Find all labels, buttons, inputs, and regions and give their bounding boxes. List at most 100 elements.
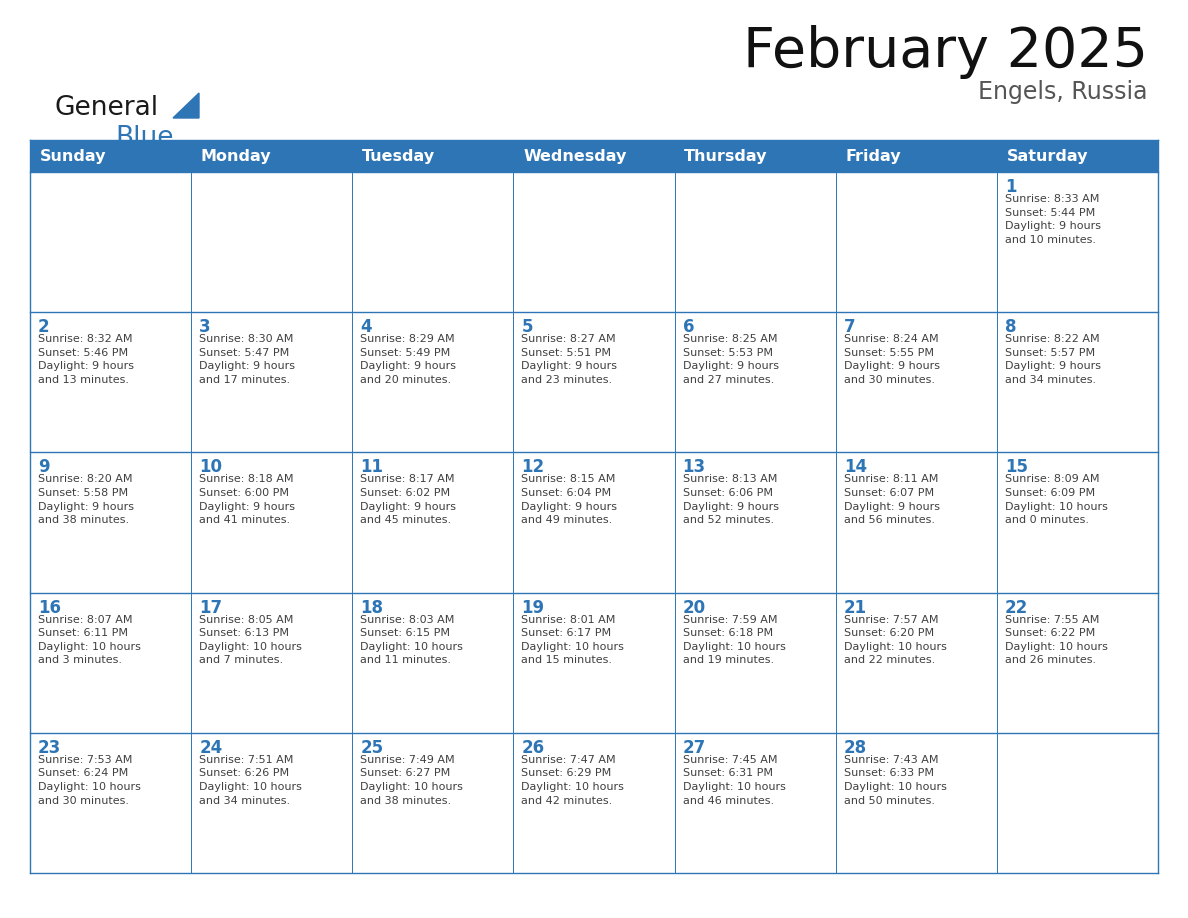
Bar bbox=[513, 172, 675, 312]
Text: Saturday: Saturday bbox=[1006, 149, 1088, 163]
Bar bbox=[675, 140, 835, 172]
Text: Friday: Friday bbox=[846, 149, 901, 163]
Text: Sunrise: 8:29 AM
Sunset: 5:49 PM
Daylight: 9 hours
and 20 minutes.: Sunrise: 8:29 AM Sunset: 5:49 PM Dayligh… bbox=[360, 334, 456, 385]
Text: Sunrise: 8:11 AM
Sunset: 6:07 PM
Daylight: 9 hours
and 56 minutes.: Sunrise: 8:11 AM Sunset: 6:07 PM Dayligh… bbox=[843, 475, 940, 525]
Bar bbox=[675, 312, 835, 453]
Text: Sunrise: 8:32 AM
Sunset: 5:46 PM
Daylight: 9 hours
and 13 minutes.: Sunrise: 8:32 AM Sunset: 5:46 PM Dayligh… bbox=[38, 334, 134, 385]
Text: February 2025: February 2025 bbox=[742, 25, 1148, 79]
Text: 19: 19 bbox=[522, 599, 544, 617]
Text: 27: 27 bbox=[683, 739, 706, 756]
Bar bbox=[835, 312, 997, 453]
Text: 22: 22 bbox=[1005, 599, 1028, 617]
Text: 1: 1 bbox=[1005, 178, 1017, 196]
Bar bbox=[353, 312, 513, 453]
Bar bbox=[30, 140, 191, 172]
Bar bbox=[513, 593, 675, 733]
Bar bbox=[353, 453, 513, 593]
Text: 15: 15 bbox=[1005, 458, 1028, 476]
Text: Sunrise: 7:59 AM
Sunset: 6:18 PM
Daylight: 10 hours
and 19 minutes.: Sunrise: 7:59 AM Sunset: 6:18 PM Dayligh… bbox=[683, 614, 785, 666]
Text: 9: 9 bbox=[38, 458, 50, 476]
Bar bbox=[30, 733, 191, 873]
Text: Sunrise: 7:43 AM
Sunset: 6:33 PM
Daylight: 10 hours
and 50 minutes.: Sunrise: 7:43 AM Sunset: 6:33 PM Dayligh… bbox=[843, 755, 947, 806]
Bar bbox=[513, 733, 675, 873]
Bar bbox=[30, 453, 191, 593]
Bar bbox=[513, 453, 675, 593]
Bar bbox=[191, 172, 353, 312]
Text: Sunrise: 8:18 AM
Sunset: 6:00 PM
Daylight: 9 hours
and 41 minutes.: Sunrise: 8:18 AM Sunset: 6:00 PM Dayligh… bbox=[200, 475, 295, 525]
Bar bbox=[835, 140, 997, 172]
Bar bbox=[997, 312, 1158, 453]
Text: 13: 13 bbox=[683, 458, 706, 476]
Bar bbox=[513, 140, 675, 172]
Text: Monday: Monday bbox=[201, 149, 271, 163]
Bar bbox=[353, 172, 513, 312]
Text: 24: 24 bbox=[200, 739, 222, 756]
Text: Sunrise: 8:01 AM
Sunset: 6:17 PM
Daylight: 10 hours
and 15 minutes.: Sunrise: 8:01 AM Sunset: 6:17 PM Dayligh… bbox=[522, 614, 625, 666]
Text: 23: 23 bbox=[38, 739, 62, 756]
Bar bbox=[513, 312, 675, 453]
Bar bbox=[191, 733, 353, 873]
Text: Sunrise: 7:47 AM
Sunset: 6:29 PM
Daylight: 10 hours
and 42 minutes.: Sunrise: 7:47 AM Sunset: 6:29 PM Dayligh… bbox=[522, 755, 625, 806]
Polygon shape bbox=[173, 93, 200, 118]
Text: 28: 28 bbox=[843, 739, 867, 756]
Bar bbox=[353, 733, 513, 873]
Bar bbox=[191, 453, 353, 593]
Text: Sunrise: 8:05 AM
Sunset: 6:13 PM
Daylight: 10 hours
and 7 minutes.: Sunrise: 8:05 AM Sunset: 6:13 PM Dayligh… bbox=[200, 614, 302, 666]
Bar bbox=[353, 140, 513, 172]
Text: 2: 2 bbox=[38, 319, 50, 336]
Text: Sunrise: 7:55 AM
Sunset: 6:22 PM
Daylight: 10 hours
and 26 minutes.: Sunrise: 7:55 AM Sunset: 6:22 PM Dayligh… bbox=[1005, 614, 1107, 666]
Text: 18: 18 bbox=[360, 599, 384, 617]
Text: Sunrise: 8:09 AM
Sunset: 6:09 PM
Daylight: 10 hours
and 0 minutes.: Sunrise: 8:09 AM Sunset: 6:09 PM Dayligh… bbox=[1005, 475, 1107, 525]
Text: 16: 16 bbox=[38, 599, 61, 617]
Text: Sunrise: 8:07 AM
Sunset: 6:11 PM
Daylight: 10 hours
and 3 minutes.: Sunrise: 8:07 AM Sunset: 6:11 PM Dayligh… bbox=[38, 614, 141, 666]
Bar bbox=[997, 140, 1158, 172]
Text: 10: 10 bbox=[200, 458, 222, 476]
Text: Sunrise: 7:57 AM
Sunset: 6:20 PM
Daylight: 10 hours
and 22 minutes.: Sunrise: 7:57 AM Sunset: 6:20 PM Dayligh… bbox=[843, 614, 947, 666]
Text: Tuesday: Tuesday bbox=[362, 149, 435, 163]
Text: 14: 14 bbox=[843, 458, 867, 476]
Bar bbox=[675, 593, 835, 733]
Text: General: General bbox=[55, 95, 159, 121]
Text: Thursday: Thursday bbox=[684, 149, 767, 163]
Text: Sunrise: 8:03 AM
Sunset: 6:15 PM
Daylight: 10 hours
and 11 minutes.: Sunrise: 8:03 AM Sunset: 6:15 PM Dayligh… bbox=[360, 614, 463, 666]
Bar bbox=[997, 593, 1158, 733]
Text: Sunrise: 7:53 AM
Sunset: 6:24 PM
Daylight: 10 hours
and 30 minutes.: Sunrise: 7:53 AM Sunset: 6:24 PM Dayligh… bbox=[38, 755, 141, 806]
Text: 5: 5 bbox=[522, 319, 533, 336]
Text: Sunrise: 8:15 AM
Sunset: 6:04 PM
Daylight: 9 hours
and 49 minutes.: Sunrise: 8:15 AM Sunset: 6:04 PM Dayligh… bbox=[522, 475, 618, 525]
Text: Sunrise: 8:27 AM
Sunset: 5:51 PM
Daylight: 9 hours
and 23 minutes.: Sunrise: 8:27 AM Sunset: 5:51 PM Dayligh… bbox=[522, 334, 618, 385]
Bar bbox=[997, 172, 1158, 312]
Text: Sunday: Sunday bbox=[39, 149, 106, 163]
Text: 7: 7 bbox=[843, 319, 855, 336]
Bar bbox=[997, 453, 1158, 593]
Text: 11: 11 bbox=[360, 458, 384, 476]
Text: Blue: Blue bbox=[115, 125, 173, 151]
Text: Sunrise: 8:30 AM
Sunset: 5:47 PM
Daylight: 9 hours
and 17 minutes.: Sunrise: 8:30 AM Sunset: 5:47 PM Dayligh… bbox=[200, 334, 295, 385]
Bar bbox=[30, 593, 191, 733]
Text: 4: 4 bbox=[360, 319, 372, 336]
Bar bbox=[675, 172, 835, 312]
Bar bbox=[191, 312, 353, 453]
Text: 8: 8 bbox=[1005, 319, 1017, 336]
Text: 20: 20 bbox=[683, 599, 706, 617]
Text: Sunrise: 8:33 AM
Sunset: 5:44 PM
Daylight: 9 hours
and 10 minutes.: Sunrise: 8:33 AM Sunset: 5:44 PM Dayligh… bbox=[1005, 194, 1101, 245]
Bar bbox=[191, 140, 353, 172]
Text: Sunrise: 7:49 AM
Sunset: 6:27 PM
Daylight: 10 hours
and 38 minutes.: Sunrise: 7:49 AM Sunset: 6:27 PM Dayligh… bbox=[360, 755, 463, 806]
Bar bbox=[997, 733, 1158, 873]
Text: Sunrise: 7:51 AM
Sunset: 6:26 PM
Daylight: 10 hours
and 34 minutes.: Sunrise: 7:51 AM Sunset: 6:26 PM Dayligh… bbox=[200, 755, 302, 806]
Bar bbox=[835, 453, 997, 593]
Bar bbox=[30, 312, 191, 453]
Text: Sunrise: 8:25 AM
Sunset: 5:53 PM
Daylight: 9 hours
and 27 minutes.: Sunrise: 8:25 AM Sunset: 5:53 PM Dayligh… bbox=[683, 334, 778, 385]
Text: 25: 25 bbox=[360, 739, 384, 756]
Bar bbox=[30, 172, 191, 312]
Text: 3: 3 bbox=[200, 319, 210, 336]
Text: Sunrise: 8:20 AM
Sunset: 5:58 PM
Daylight: 9 hours
and 38 minutes.: Sunrise: 8:20 AM Sunset: 5:58 PM Dayligh… bbox=[38, 475, 134, 525]
Bar bbox=[675, 453, 835, 593]
Bar bbox=[675, 733, 835, 873]
Bar bbox=[191, 593, 353, 733]
Text: 6: 6 bbox=[683, 319, 694, 336]
Text: Sunrise: 8:24 AM
Sunset: 5:55 PM
Daylight: 9 hours
and 30 minutes.: Sunrise: 8:24 AM Sunset: 5:55 PM Dayligh… bbox=[843, 334, 940, 385]
Text: 26: 26 bbox=[522, 739, 544, 756]
Text: 21: 21 bbox=[843, 599, 867, 617]
Text: 12: 12 bbox=[522, 458, 544, 476]
Text: Wednesday: Wednesday bbox=[523, 149, 626, 163]
